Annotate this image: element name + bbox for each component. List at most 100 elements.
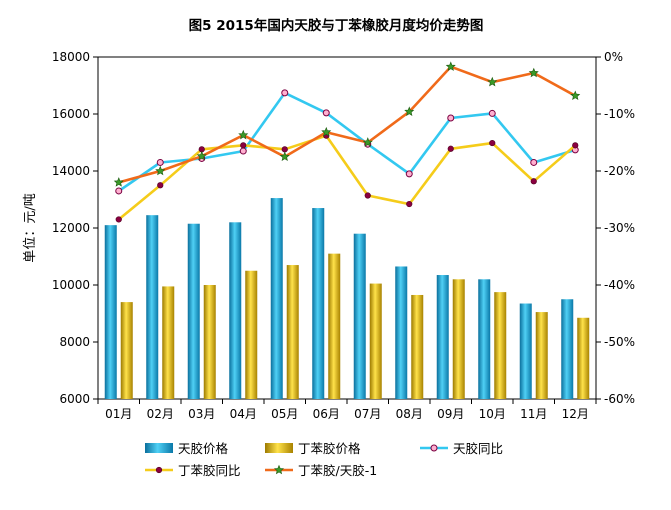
dingben-yoy-point: [406, 200, 413, 208]
ratio-point: [238, 129, 249, 140]
tianjiao-price-bar: [104, 225, 117, 399]
ratio-point: [570, 90, 581, 101]
y2-tick-label: -20%: [604, 164, 635, 178]
tianjiao-price-bar: [146, 215, 159, 399]
legend-item: 丁苯胶价格: [265, 441, 361, 456]
x-tick-label: 10月: [479, 407, 506, 421]
legend-item: 丁苯胶/天胶-1: [265, 463, 377, 478]
y-tick-label: 18000: [52, 50, 90, 64]
lines-layer: [113, 61, 581, 223]
tianjiao-yoy-point: [488, 109, 496, 117]
y2-tick-label: -60%: [604, 392, 635, 406]
x-tick-label: 06月: [313, 407, 340, 421]
legend-label: 丁苯胶同比: [178, 463, 241, 478]
legend-label: 丁苯胶/天胶-1: [298, 463, 377, 478]
dingben-yoy-point: [157, 182, 164, 189]
dingben-price-bar: [411, 294, 424, 399]
x-tick-label: 12月: [562, 407, 589, 421]
y2-tick-label: -30%: [604, 221, 635, 235]
dingben-price-bar: [328, 253, 341, 399]
legend-swatch: [145, 443, 173, 453]
dingben-yoy-point: [364, 192, 371, 199]
tianjiao-yoy-point: [281, 89, 289, 97]
y2-tick-label: -40%: [604, 278, 635, 292]
tianjiao-yoy-point: [239, 147, 247, 155]
x-tick-label: 01月: [105, 407, 132, 421]
legend-marker: [273, 464, 285, 475]
tianjiao-yoy-point: [405, 170, 413, 178]
x-tick-label: 05月: [271, 407, 298, 421]
ratio-point: [404, 106, 415, 117]
dingben-yoy-point: [447, 145, 454, 152]
legend-item: 天胶同比: [420, 441, 503, 456]
dingben-yoy-point: [281, 146, 288, 153]
dingben-yoy-point: [572, 142, 579, 149]
tianjiao-yoy-point: [447, 114, 455, 122]
y-tick-label: 16000: [52, 107, 90, 121]
x-tick-label: 11月: [520, 407, 547, 421]
tianjiao-yoy-line: [118, 91, 576, 193]
legend-marker: [430, 444, 438, 452]
y-tick-label: 8000: [59, 335, 90, 349]
dingben-yoy-line: [117, 134, 577, 221]
chart-title: 图5 2015年国内天胶与丁苯橡胶月度均价走势图: [189, 17, 484, 34]
tianjiao-price-bar: [561, 299, 574, 399]
x-tick-label: 03月: [188, 407, 215, 421]
tianjiao-yoy-point: [156, 158, 164, 166]
dingben-price-bar: [452, 279, 465, 399]
tianjiao-price-bar: [478, 279, 491, 399]
ratio-point: [321, 126, 332, 137]
dingben-yoy-point: [115, 216, 122, 223]
ratio-line: [118, 65, 576, 184]
y2-tick-label: -10%: [604, 107, 635, 121]
ratio-point: [196, 150, 207, 161]
y-tick-label: 12000: [52, 221, 90, 235]
ratio-point: [362, 137, 373, 147]
y-tick-label: 6000: [59, 392, 90, 406]
tianjiao-yoy-point: [115, 187, 123, 195]
tianjiao-price-bar: [395, 266, 408, 399]
y2-tick-label: 0%: [604, 50, 623, 64]
x-tick-label: 08月: [396, 407, 423, 421]
y-tick-label: 14000: [52, 164, 90, 178]
y2-tick-label: -50%: [604, 335, 635, 349]
dingben-price-bar: [369, 283, 382, 399]
dingben-yoy-point: [489, 139, 496, 147]
bars-layer: [104, 198, 590, 399]
ratio-point: [445, 61, 456, 71]
tianjiao-price-bar: [519, 303, 532, 399]
x-tick-label: 04月: [230, 407, 257, 421]
legend-item: 丁苯胶同比: [145, 463, 241, 478]
dingben-price-bar: [120, 302, 133, 399]
tianjiao-price-bar: [270, 198, 283, 399]
dingben-yoy-point: [240, 142, 247, 149]
y-axis-label: 单位：元/吨: [23, 193, 38, 262]
dingben-price-bar: [535, 312, 548, 399]
y-tick-label: 10000: [52, 278, 90, 292]
dingben-price-bar: [494, 292, 507, 399]
axes-layer: 6000 8000 10000 12000 14000 16000 18000 0% -10% -…: [52, 50, 635, 421]
x-tick-label: 07月: [354, 407, 381, 421]
ratio-point: [113, 177, 124, 187]
dingben-price-bar: [162, 286, 175, 399]
tianjiao-price-bar: [187, 223, 200, 399]
dingben-price-bar: [203, 285, 216, 399]
legend-label: 丁苯胶价格: [298, 441, 361, 456]
legend-marker: [155, 466, 163, 474]
dingben-price-bar: [577, 317, 590, 399]
dingben-yoy-point: [530, 178, 537, 185]
ratio-point: [487, 76, 498, 87]
x-tick-label: 02月: [147, 407, 174, 421]
tianjiao-price-bar: [436, 275, 449, 399]
dingben-price-bar: [245, 270, 258, 399]
legend-swatch: [265, 443, 293, 453]
legend-label: 天胶价格: [178, 441, 229, 456]
legend-label: 天胶同比: [453, 441, 503, 456]
ratio-point: [279, 151, 290, 162]
tianjiao-yoy-point: [530, 158, 538, 166]
ratio-point: [155, 165, 166, 176]
tianjiao-price-bar: [353, 233, 366, 399]
legend-item: 天胶价格: [145, 441, 229, 456]
